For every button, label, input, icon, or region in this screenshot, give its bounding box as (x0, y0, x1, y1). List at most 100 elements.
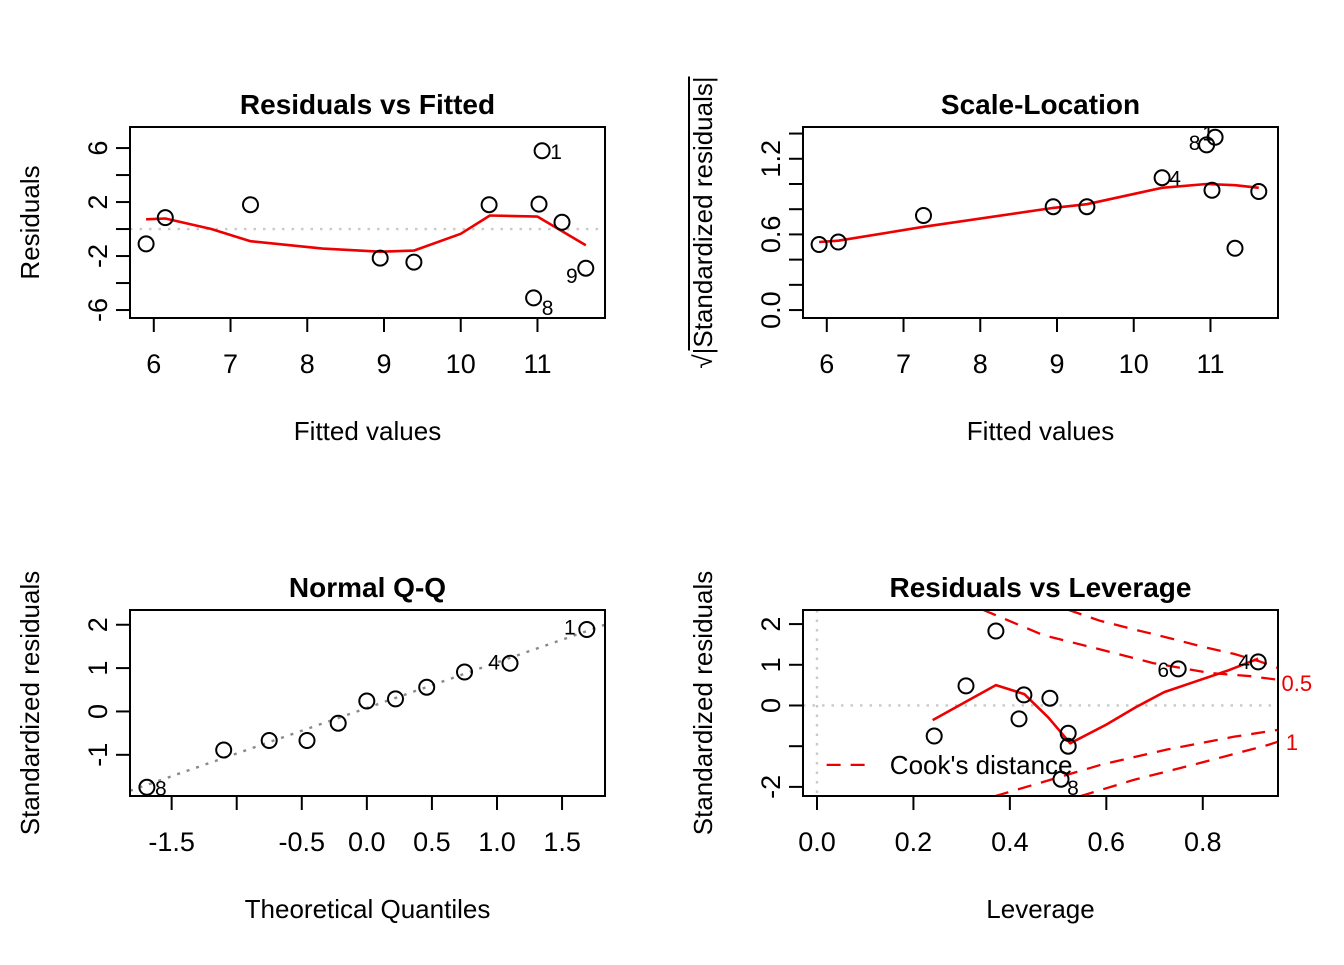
y-tick-label: 2 (83, 617, 113, 632)
plot-area-scale-location (810, 128, 1268, 257)
data-point (1078, 198, 1096, 216)
y-tick-label: 6 (83, 141, 113, 156)
x-tick-label: 1.5 (543, 827, 581, 857)
point-label: 8 (1189, 132, 1201, 155)
x-tick-label: 10 (446, 349, 476, 379)
data-point (456, 663, 473, 681)
data-point (829, 233, 847, 251)
data-point (533, 142, 551, 160)
x-tick-label: 6 (146, 349, 161, 379)
y-axis-label: √|Standardized residuals| (688, 76, 718, 368)
data-point (156, 209, 174, 227)
data-point (1153, 169, 1171, 187)
plot-area-normal-qq (130, 621, 605, 796)
y-tick-label: 1.2 (756, 140, 786, 178)
data-point (1206, 128, 1224, 146)
y-tick-label: -6 (83, 298, 113, 322)
y-tick-label: -2 (756, 775, 786, 799)
plot-area-residuals-vs-fitted (130, 142, 605, 307)
cook-contour-level-label: 1 (1286, 730, 1298, 755)
y-axis-label-group: Standardized residuals (688, 571, 718, 836)
data-point (260, 732, 278, 749)
y-tick-label: 0.6 (756, 216, 786, 254)
x-tick-label: -1.5 (148, 827, 195, 857)
data-point (553, 213, 571, 231)
point-label: 4 (488, 651, 500, 674)
panel-scale-location: 48 16 7 8 9 10 110.00.61.2Scale-LocationFitted… (688, 76, 1279, 446)
data-point (1203, 181, 1221, 199)
x-tick-label: 1.0 (478, 827, 516, 857)
y-tick-label: 0 (83, 704, 113, 719)
x-tick-label: 10 (1119, 349, 1149, 379)
x-tick-label: 7 (223, 349, 238, 379)
data-point (810, 236, 828, 253)
cooks-distance-contour-upper-0.5 (982, 610, 1278, 681)
point-label: 4 (1169, 168, 1181, 191)
cooks-distance-contour-lower-0.5 (994, 728, 1278, 796)
cooks-distance-contour-lower-1 (1079, 740, 1278, 796)
data-point (1010, 710, 1028, 728)
x-tick-label: 0.0 (348, 827, 386, 857)
x-tick-label: 0.4 (991, 827, 1029, 857)
data-point (1044, 198, 1062, 216)
data-point (1249, 653, 1267, 671)
y-tick-label: 1 (756, 657, 786, 672)
x-tick-label: 7 (896, 349, 911, 379)
data-point (577, 259, 595, 277)
point-label: 1 (550, 141, 562, 164)
point-label: 1 (564, 617, 576, 640)
y-tick-label: 0.0 (756, 291, 786, 329)
legend-label: Cook's distance (890, 750, 1073, 780)
data-point (138, 778, 156, 796)
data-point (1059, 737, 1077, 755)
data-point (957, 677, 975, 695)
y-axis-label-group: √|Standardized residuals| (688, 76, 718, 369)
y-axis-label-group: Residuals (15, 165, 45, 279)
data-point (578, 621, 596, 638)
y-tick-label: 2 (83, 195, 113, 210)
data-point (358, 692, 376, 710)
y-axis-label: Residuals (15, 165, 45, 279)
panel-title: Normal Q-Q (289, 572, 446, 603)
x-tick-label: 0.8 (1184, 827, 1222, 857)
point-label: 1 (1202, 122, 1214, 145)
x-axis-label: Fitted values (967, 416, 1114, 446)
point-label: 8 (155, 777, 167, 800)
point-label: 6 (1157, 659, 1169, 682)
y-axis-label: Standardized residuals (15, 571, 45, 836)
data-point (215, 741, 233, 759)
x-tick-label: 0.6 (1088, 827, 1126, 857)
plot-area-residuals-vs-leverage (803, 610, 1278, 796)
x-tick-label: 9 (1049, 349, 1064, 379)
x-axis-label: Theoretical Quantiles (245, 894, 491, 924)
x-tick-label: 0.0 (798, 827, 836, 857)
cook-contour-level-label: 0.5 (1282, 671, 1313, 696)
x-tick-label: 0.2 (895, 827, 933, 857)
panel-residuals-vs-leverage: 8 6 4 Cook's distance 0.5 1 0.0 0.2 0.4 0.6 0.8 -2 0… (688, 571, 1312, 924)
x-tick-label: -0.5 (279, 827, 326, 857)
smoother-line (146, 214, 587, 253)
x-axis-label: Leverage (986, 894, 1094, 924)
smoother-line (932, 657, 1259, 745)
plot-border (802, 126, 1279, 319)
data-point (242, 196, 259, 214)
data-point (525, 289, 543, 307)
cooks-distance-legend: Cook's distance (826, 750, 1073, 780)
x-tick-label: 6 (819, 349, 834, 379)
data-point (1052, 770, 1070, 788)
data-point (329, 714, 347, 732)
y-tick-label: 0 (756, 698, 786, 713)
panel-normal-qq: 8 4 1 -1.5 -0.5 0.0 0.5 1.0 1.5 -1 0 1 2 Normal Q-Q Th… (15, 571, 606, 924)
point-label: 9 (566, 265, 578, 288)
data-point (1169, 660, 1187, 678)
plot-border (129, 609, 606, 797)
data-point (298, 732, 316, 749)
plot-border (802, 609, 1279, 797)
panel-title: Scale-Location (941, 89, 1140, 120)
point-label: 8 (1067, 777, 1079, 800)
data-point (371, 249, 389, 267)
data-point (925, 727, 943, 745)
data-point (987, 622, 1005, 640)
data-point (530, 195, 548, 213)
